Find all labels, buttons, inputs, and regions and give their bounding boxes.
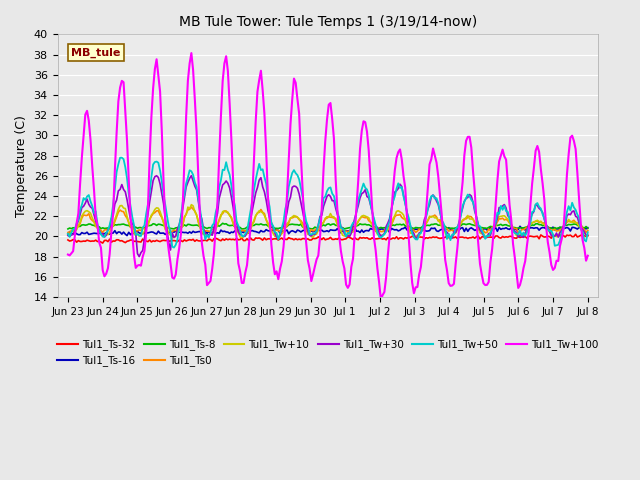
Title: MB Tule Tower: Tule Temps 1 (3/19/14-now): MB Tule Tower: Tule Temps 1 (3/19/14-now… [179,15,477,29]
Legend: Tul1_Ts-32, Tul1_Ts-16, Tul1_Ts-8, Tul1_Ts0, Tul1_Tw+10, Tul1_Tw+30, Tul1_Tw+50,: Tul1_Ts-32, Tul1_Ts-16, Tul1_Ts-8, Tul1_… [53,335,603,371]
Text: MB_tule: MB_tule [71,48,120,58]
Y-axis label: Temperature (C): Temperature (C) [15,115,28,216]
